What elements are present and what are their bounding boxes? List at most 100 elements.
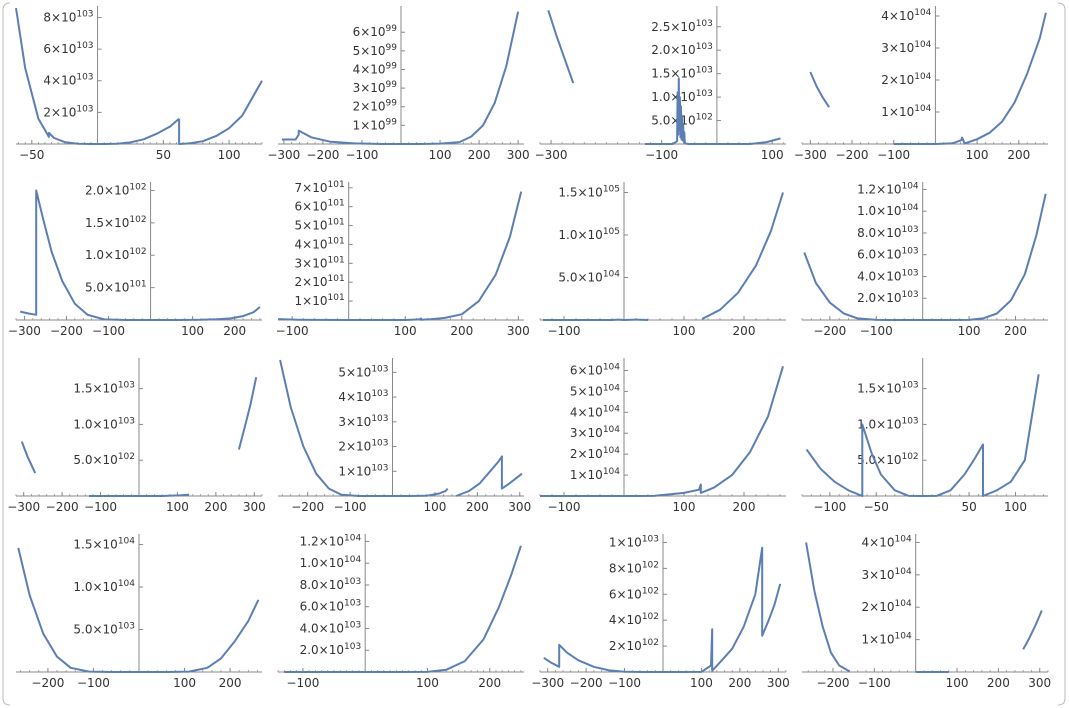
series-line — [805, 374, 1040, 497]
y-tick-label: 2×1099 — [353, 99, 398, 114]
x-tick-label: −100 — [877, 148, 910, 162]
series-line — [805, 542, 850, 673]
y-tick-label: 1×10103 — [609, 534, 659, 549]
y-tick-label: 2×10103 — [43, 104, 93, 119]
y-tick-label: 5×10104 — [570, 383, 620, 398]
chart-panel-6: −100 100 200 300 1×10101 2×10101 3×10101 4×1010… — [276, 180, 530, 338]
series-line — [15, 7, 180, 145]
y-tick-label: 3×10103 — [338, 414, 388, 429]
y-tick-label: 2.0×10103 — [857, 290, 919, 305]
x-tick-label: 200 — [223, 324, 246, 338]
series-line — [284, 545, 522, 673]
y-tick-label: 1.5×10103 — [73, 381, 135, 396]
x-tick-label: −100 — [77, 676, 110, 690]
y-tick-label: 6.0×10103 — [857, 247, 919, 262]
y-tick-label: 7×10101 — [295, 180, 345, 195]
x-tick-label: 100 — [173, 676, 196, 690]
series-line — [543, 546, 782, 673]
series-line — [540, 366, 784, 497]
x-tick-label: 100 — [394, 324, 417, 338]
series-line — [809, 71, 830, 108]
y-tick-label: 1×10104 — [862, 632, 912, 647]
y-tick-label: 3×10104 — [881, 40, 931, 55]
series-line — [893, 12, 1047, 145]
x-tick-label: −300 — [7, 500, 40, 514]
x-tick-label: 200 — [987, 676, 1010, 690]
series-line — [279, 359, 449, 497]
y-tick-label: 1.0×10102 — [85, 247, 147, 262]
y-tick-label: 1.2×10104 — [857, 181, 919, 196]
y-tick-label: 4×10103 — [338, 389, 388, 404]
x-tick-label: 100 — [761, 148, 784, 162]
y-tick-label: 2×10104 — [570, 446, 620, 461]
x-tick-label: 100 — [946, 676, 969, 690]
y-tick-label: 2.0×10102 — [85, 182, 147, 197]
x-tick-label: 100 — [673, 324, 696, 338]
y-tick-label: 4×10103 — [43, 73, 93, 88]
chart-panel-9: −300 −200 −100 100 200 300 5.0×10102 1.0×10103 1… — [7, 358, 266, 514]
y-tick-label: 1×1099 — [353, 117, 398, 132]
series-line — [701, 192, 784, 320]
y-tick-label: 1.0×10103 — [651, 89, 713, 104]
x-tick-label: −100 — [345, 148, 378, 162]
chart-panel-14: −100 100 200 2.0×10103 4.0×10103 6.0×10103 8.0… — [277, 533, 524, 690]
chart-panel-8: −200 −100 100 200 2.0×10103 4.0×10103 6.0×1010… — [801, 181, 1048, 338]
x-tick-label: −100 — [858, 676, 891, 690]
y-tick-label: 1×10103 — [338, 463, 388, 478]
chart-panel-10: −200 −100 100 200 300 1×10103 2×10103 3×10103 4×… — [278, 358, 531, 514]
x-tick-label: −200 — [306, 148, 339, 162]
chart-panel-7: −100 100 200 5.0×10104 1.0×10105 1.5×10105 — [539, 182, 786, 338]
x-tick-label: 200 — [478, 676, 501, 690]
x-tick-label: 100 — [966, 148, 989, 162]
y-tick-label: 1.0×10104 — [73, 579, 135, 594]
x-tick-label: −200 — [291, 500, 324, 514]
x-tick-label: 200 — [466, 500, 489, 514]
x-tick-label: 100 — [690, 676, 713, 690]
x-tick-label: 100 — [166, 500, 189, 514]
y-tick-label: 4×10101 — [295, 236, 345, 251]
series-line — [17, 547, 260, 673]
chart-panel-3: −300 −100 100 5.0×10102 1.0×10103 1.5×10103 2.… — [535, 6, 786, 162]
series-line — [19, 189, 261, 321]
series-line — [178, 80, 263, 145]
chart-panel-1: −50 50 100 2×10103 4×10103 6×10103 8×10103 — [15, 6, 263, 162]
series-line — [237, 376, 258, 450]
y-tick-label: 1.5×10103 — [857, 381, 919, 396]
y-tick-label: 6×10102 — [609, 586, 659, 601]
x-tick-label: 100 — [218, 148, 241, 162]
y-tick-label: 5.0×10104 — [558, 270, 620, 285]
y-tick-label: 4.0×10103 — [300, 620, 362, 635]
x-tick-label: −100 — [92, 324, 125, 338]
y-tick-label: 4×10104 — [881, 8, 931, 23]
x-tick-label: 200 — [468, 148, 491, 162]
right-frame-bracket — [1057, 2, 1066, 706]
y-tick-label: 4×10102 — [609, 612, 659, 627]
y-tick-label: 3×10104 — [862, 567, 912, 582]
x-tick-label: −100 — [860, 324, 893, 338]
series-line — [277, 191, 523, 321]
y-tick-label: 8×10103 — [43, 9, 93, 24]
y-tick-label: 6×10103 — [43, 41, 93, 56]
y-tick-label: 2×10104 — [862, 599, 912, 614]
y-tick-label: 1.0×10105 — [558, 227, 620, 242]
x-tick-label: 300 — [1028, 676, 1051, 690]
chart-panel-12: −100 −50 50 100 5.0×10102 1.0×10103 1.5×10103 — [801, 358, 1048, 514]
x-tick-label: −200 — [813, 324, 846, 338]
y-tick-label: 6×10101 — [295, 199, 345, 214]
x-tick-label: −200 — [817, 676, 850, 690]
y-tick-label: 2.0×10103 — [651, 42, 713, 57]
x-tick-label: 200 — [733, 500, 756, 514]
chart-panel-13: −200 −100 100 200 5.0×10103 1.0×10104 1.5×1010… — [16, 534, 262, 690]
x-tick-label: 100 — [181, 324, 204, 338]
x-tick-label: 300 — [243, 500, 266, 514]
x-tick-label: −50 — [864, 500, 889, 514]
y-tick-label: 8.0×10103 — [857, 225, 919, 240]
x-tick-label: 200 — [1004, 324, 1027, 338]
x-tick-label: 50 — [156, 148, 171, 162]
x-tick-label: 100 — [1004, 500, 1027, 514]
y-tick-label: 1.2×10104 — [300, 533, 362, 548]
x-tick-label: −200 — [50, 324, 83, 338]
y-tick-label: 4.0×10103 — [857, 268, 919, 283]
y-tick-label: 5.0×10102 — [73, 452, 135, 467]
x-tick-label: −100 — [286, 676, 319, 690]
